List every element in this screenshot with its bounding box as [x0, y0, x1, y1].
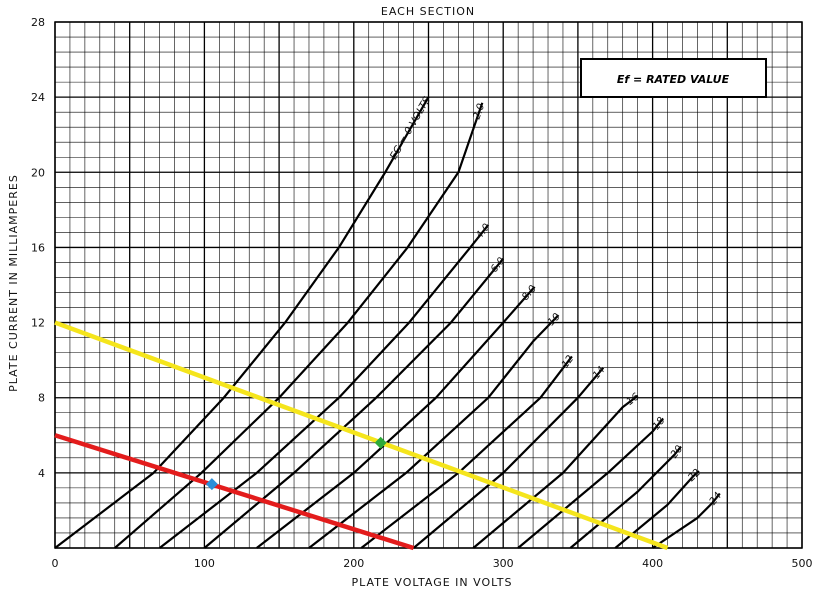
x-tick-label: 200 — [343, 557, 364, 570]
load-line — [54, 433, 415, 551]
x-tick-label: 400 — [642, 557, 663, 570]
plate-curve — [651, 492, 721, 549]
plate-curve — [614, 470, 700, 549]
y-axis-title: PLATE CURRENT IN MILLIAMPERES — [7, 174, 20, 392]
chart-title: EACH SECTION — [381, 5, 475, 18]
plate-curve — [472, 394, 639, 549]
load-lines — [54, 320, 669, 551]
plate-curve — [54, 96, 430, 549]
axis-ticks: 0 100 200 300 400 500 4 8 12 16 20 24 28 — [31, 16, 813, 570]
y-tick-label: 20 — [31, 166, 45, 179]
rated-value-annotation: Ef = RATED VALUE — [617, 73, 730, 86]
y-tick-label: 28 — [31, 16, 45, 29]
y-tick-label: 12 — [31, 317, 45, 330]
plate-curve — [412, 366, 605, 549]
plate-curve — [569, 445, 682, 549]
plot-frame — [54, 21, 803, 549]
x-tick-label: 0 — [52, 557, 59, 570]
plate-curve — [114, 102, 484, 549]
plate-curve — [308, 314, 560, 549]
operating-point — [374, 436, 387, 449]
plate-curve — [203, 258, 505, 549]
operating-points — [205, 436, 387, 491]
x-tick-label: 300 — [493, 557, 514, 570]
y-tick-label: 4 — [38, 467, 45, 480]
y-tick-label: 24 — [31, 91, 45, 104]
rated-value-box — [580, 58, 767, 98]
plate-curve — [360, 355, 573, 549]
y-tick-label: 16 — [31, 241, 45, 254]
plate-curve — [256, 286, 536, 549]
operating-point — [205, 478, 218, 491]
load-line — [54, 320, 669, 551]
x-axis-title: PLATE VOLTAGE IN VOLTS — [352, 576, 513, 589]
x-tick-label: 500 — [792, 557, 813, 570]
plate-curve — [158, 224, 490, 549]
x-tick-label: 100 — [194, 557, 215, 570]
y-tick-label: 8 — [38, 392, 45, 405]
